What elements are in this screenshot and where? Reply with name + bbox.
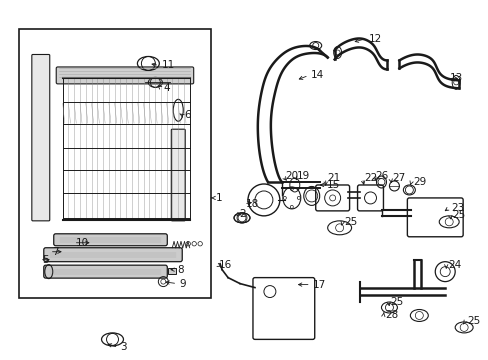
FancyBboxPatch shape [54,234,167,246]
Text: 24: 24 [447,260,461,270]
Text: 18: 18 [245,199,259,209]
Bar [168,268,176,274]
Text: 14: 14 [310,71,324,80]
Text: 27: 27 [392,173,405,183]
Text: 2: 2 [239,209,245,219]
FancyBboxPatch shape [171,129,185,221]
Text: 3: 3 [120,342,127,352]
Text: 26: 26 [375,171,388,181]
FancyBboxPatch shape [32,54,50,221]
Text: 1: 1 [216,193,222,203]
FancyBboxPatch shape [56,67,193,84]
Text: 11: 11 [161,60,174,71]
Text: 25: 25 [451,210,465,220]
Bar [19,28,211,298]
Text: 8: 8 [177,265,183,275]
Text: 5: 5 [41,255,48,265]
Text: 21: 21 [327,173,340,183]
Text: 12: 12 [368,33,381,44]
Text: 17: 17 [312,280,325,289]
Text: 25: 25 [389,297,403,306]
Text: 6: 6 [184,110,190,120]
Text: 22: 22 [364,173,377,183]
Text: 4: 4 [163,84,170,93]
FancyBboxPatch shape [44,248,182,262]
Text: 9: 9 [179,279,185,289]
Text: 10: 10 [76,238,89,248]
Text: 7: 7 [52,247,58,257]
Text: 15: 15 [326,180,339,190]
Text: 16: 16 [219,260,232,270]
Text: 25: 25 [344,217,357,227]
Text: 25: 25 [466,316,479,327]
FancyBboxPatch shape [44,265,167,278]
Text: 13: 13 [449,73,463,84]
Text: 20: 20 [285,171,297,181]
Text: 28: 28 [385,310,398,320]
Text: 19: 19 [296,171,309,181]
Text: 23: 23 [450,203,464,213]
Text: 29: 29 [412,177,426,187]
